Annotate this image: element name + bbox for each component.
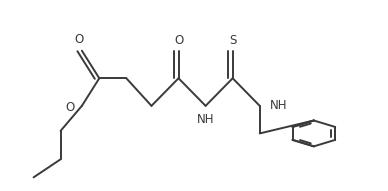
- Text: NH: NH: [197, 113, 214, 126]
- Text: O: O: [74, 33, 83, 46]
- Text: NH: NH: [269, 99, 287, 112]
- Text: S: S: [229, 34, 236, 47]
- Text: O: O: [65, 101, 74, 114]
- Text: O: O: [174, 34, 183, 47]
